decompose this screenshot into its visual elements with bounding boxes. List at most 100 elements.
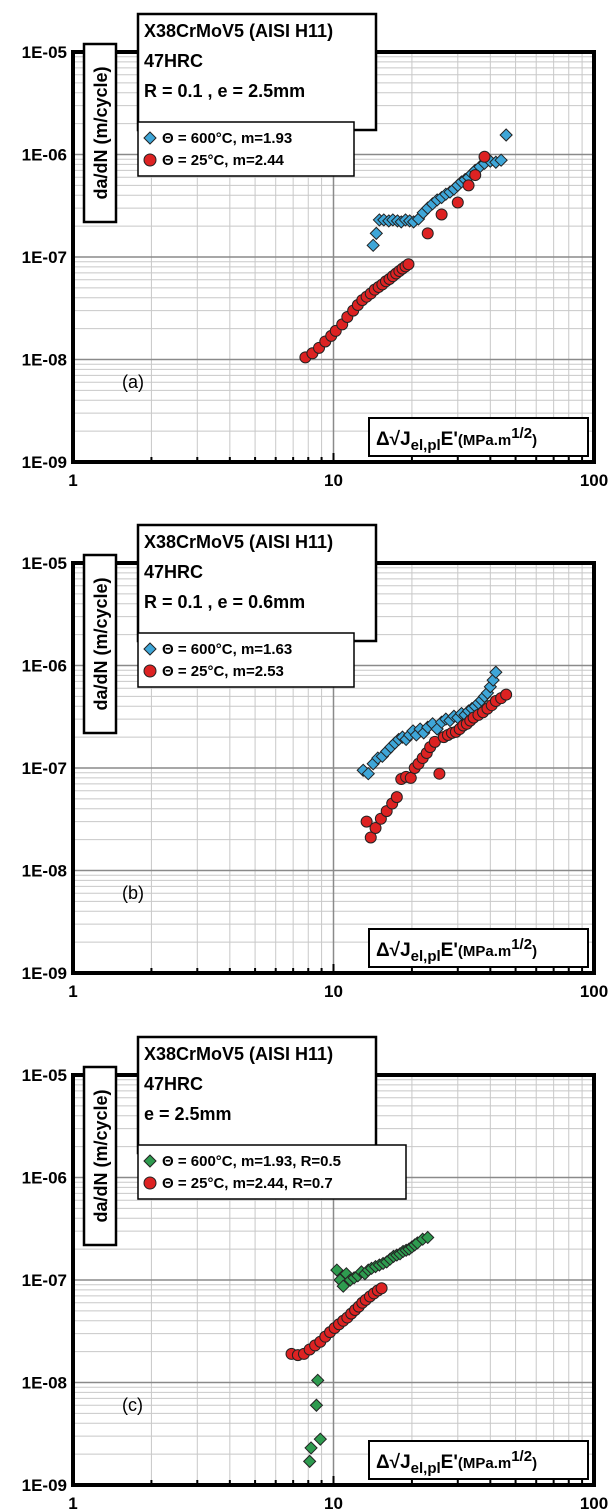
x-tick-label: 10 [324, 1494, 343, 1512]
data-point-circle [404, 771, 417, 784]
tick-marks [72, 1476, 584, 1485]
title-line: 47HRC [144, 51, 203, 71]
legend-entry: Θ = 600°C, m=1.93 [162, 130, 292, 147]
x-axis-label-box [368, 928, 589, 968]
legend-marker-diamond [143, 642, 157, 656]
x-axis-label-text: Δ√Jel,plE'(MPa.m1/2) [376, 425, 537, 454]
y-tick-label: 1E-07 [22, 248, 67, 267]
y-axis-label-text: da/dN (m/cycle) [91, 577, 111, 710]
legend-entry: Θ = 25°C, m=2.44, R=0.7 [162, 1175, 333, 1192]
data-point-diamond [494, 153, 508, 167]
data-point-diamond [302, 1454, 317, 1469]
panel-a: 1 10 100 1E-09 1E-08 1E-07 1E-06 1E-05 da/dN (m/… [22, 12, 608, 490]
y-tick-label: 1E-08 [22, 1374, 67, 1393]
title-line: X38CrMoV5 (AISI H11) [144, 532, 333, 552]
data-point-diamond [499, 128, 513, 142]
x-axis-label-unit: (MPa.m [458, 1455, 511, 1472]
legend-frame [137, 121, 355, 177]
data-point-circle [435, 208, 448, 221]
title-line: X38CrMoV5 (AISI H11) [144, 1044, 333, 1064]
title-line: 47HRC [144, 562, 203, 582]
legend-marker-circle [143, 1176, 157, 1190]
title-line: X38CrMoV5 (AISI H11) [144, 21, 333, 41]
data-point-circle [364, 831, 377, 844]
x-axis-label-exponent: 1/2 [511, 936, 532, 953]
y-axis-label-box [82, 553, 118, 735]
y-tick-label: 1E-07 [22, 759, 67, 778]
title-box: X38CrMoV5 (AISI H11) 47HRC R = 0.1 , e = 0… [136, 523, 378, 643]
x-axis-label-box [368, 1440, 589, 1480]
data-point-diamond [311, 1373, 325, 1388]
x-axis-label: Δ√Jel,plE'(MPa.m1/2) [368, 417, 589, 457]
y-axis-label: da/dN (m/cycle) [82, 1065, 118, 1247]
title-box: X38CrMoV5 (AISI H11) 47HRC R = 0.1 , e = 2… [136, 12, 378, 132]
data-point-circle [451, 196, 464, 209]
title-box-frame [136, 523, 378, 643]
data-point-diamond [369, 226, 384, 241]
data-point-circle [478, 150, 491, 163]
y-axis-label-box [82, 42, 118, 224]
y-tick-label: 1E-08 [22, 862, 67, 881]
legend-frame [137, 1144, 407, 1200]
title-box-frame [136, 12, 378, 132]
y-tick-label: 1E-06 [22, 1169, 67, 1188]
y-tick-label: 1E-06 [22, 146, 67, 165]
x-axis-label-main: E' [441, 940, 458, 961]
legend-entry: Θ = 600°C, m=1.93, R=0.5 [162, 1153, 341, 1170]
x-tick-label: 1 [68, 471, 77, 490]
x-tick-label: 1 [68, 1494, 77, 1512]
title-line: R = 0.1 , e = 2.5mm [144, 81, 305, 101]
title-box: X38CrMoV5 (AISI H11) 47HRC e = 2.5mm [136, 1035, 378, 1155]
data-point-diamond [309, 1398, 324, 1412]
x-axis-label-unit_end: ) [532, 432, 537, 449]
series-circles [285, 1282, 388, 1362]
data-point-diamond [304, 1441, 318, 1455]
y-tick-label: 1E-05 [22, 1066, 67, 1085]
data-point-circle [469, 169, 482, 182]
x-axis-label-unit_end: ) [532, 943, 537, 960]
title-line: e = 2.5mm [144, 1104, 232, 1124]
x-axis-label-box [368, 417, 589, 457]
legend-marker-circle [143, 153, 157, 167]
x-tick-label: 100 [580, 471, 608, 490]
x-axis-label-subscript: el,pl [411, 437, 441, 454]
data-point-circle [402, 258, 415, 271]
data-point-diamond [313, 1432, 328, 1446]
y-tick-label: 1E-06 [22, 657, 67, 676]
tick-marks [72, 964, 584, 973]
x-axis-label-exponent: 1/2 [511, 1448, 532, 1465]
tick-marks [72, 453, 584, 462]
data-point-circle [369, 821, 382, 834]
data-point-diamond [489, 665, 503, 679]
x-axis-label: Δ√Jel,plE'(MPa.m1/2) [368, 928, 589, 968]
data-point-diamond [421, 1230, 435, 1245]
legend-entry: Θ = 25°C, m=2.44 [162, 152, 285, 169]
y-tick-label: 1E-05 [22, 554, 67, 573]
y-tick-label: 1E-05 [22, 43, 67, 62]
x-axis-label-prefix: Δ√J [376, 429, 411, 450]
y-axis-label-text: da/dN (m/cycle) [91, 1089, 111, 1222]
x-axis-label-text: Δ√Jel,plE'(MPa.m1/2) [376, 1448, 537, 1477]
y-tick-label: 1E-09 [22, 1476, 67, 1495]
x-axis-label-main: E' [441, 429, 458, 450]
legend-marker-diamond [143, 1154, 157, 1168]
y-axis-label: da/dN (m/cycle) [82, 42, 118, 224]
x-tick-label: 100 [580, 982, 608, 1001]
y-axis-label-box [82, 1065, 118, 1247]
legend-marker-diamond [143, 131, 157, 145]
legend-entry: Θ = 600°C, m=1.63 [162, 641, 292, 658]
x-tick-label: 10 [324, 982, 343, 1001]
x-tick-label: 1 [68, 982, 77, 1001]
legend-marker-circle [143, 664, 157, 678]
y-tick-label: 1E-08 [22, 351, 67, 370]
x-axis-label-exponent: 1/2 [511, 425, 532, 442]
panel-b: 1 10 100 1E-09 1E-08 1E-07 1E-06 1E-05 da/dN (m/… [22, 523, 608, 1001]
y-axis-label: da/dN (m/cycle) [82, 553, 118, 735]
y-tick-label: 1E-07 [22, 1271, 67, 1290]
y-tick-label: 1E-09 [22, 964, 67, 983]
title-line: 47HRC [144, 1074, 203, 1094]
data-point-diamond [336, 1279, 350, 1293]
x-axis-label-unit: (MPa.m [458, 432, 511, 449]
x-axis-label-unit_end: ) [532, 1455, 537, 1472]
x-tick-label: 100 [580, 1494, 608, 1512]
